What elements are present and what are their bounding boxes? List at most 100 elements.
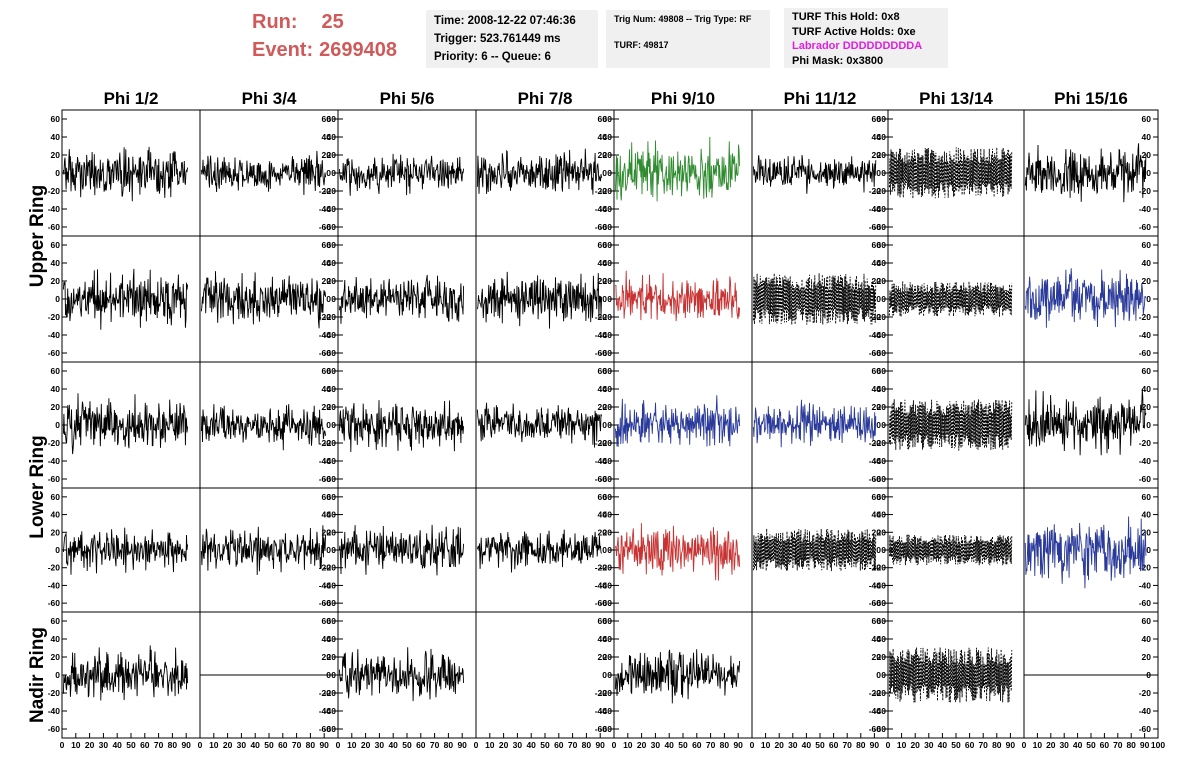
x-tick-label: 70	[430, 740, 440, 750]
y-tick-label: 40	[322, 634, 332, 644]
y-tick-label: 40	[327, 132, 337, 142]
y-tick-label: -60	[600, 598, 613, 608]
waveform-trace	[338, 153, 465, 196]
y-tick-label: 40	[877, 258, 887, 268]
y-tick-label: -20	[869, 186, 882, 196]
y-tick-label: -60	[1139, 474, 1152, 484]
waveform-trace	[200, 150, 327, 196]
waveform-trace	[888, 647, 1013, 703]
waveform-trace	[338, 524, 465, 576]
y-tick-label: 40	[322, 132, 332, 142]
y-tick-label: -40	[48, 330, 61, 340]
y-tick-label: -40	[319, 456, 332, 466]
y-tick-label: 40	[51, 634, 61, 644]
y-tick-label: -60	[595, 598, 608, 608]
y-tick-label: -20	[600, 312, 613, 322]
y-tick-label: -40	[1139, 706, 1152, 716]
y-tick-label: -20	[48, 563, 61, 573]
x-tick-label: 70	[706, 740, 716, 750]
y-tick-label: 60	[322, 114, 332, 124]
y-tick-label: 0	[55, 294, 60, 304]
turf-info-box: TURF This Hold: 0x8 TURF Active Holds: 0…	[784, 8, 948, 68]
x-tick-label: 30	[375, 740, 385, 750]
y-tick-label: -20	[324, 312, 337, 322]
y-tick-label: -40	[869, 706, 882, 716]
x-tick-label: 0	[474, 740, 479, 750]
y-tick-label: 60	[327, 366, 337, 376]
y-tick-label: 20	[51, 527, 61, 537]
y-tick-label: 40	[603, 258, 613, 268]
y-tick-label: -20	[595, 688, 608, 698]
y-tick-label: 60	[327, 114, 337, 124]
y-tick-label: 0	[876, 545, 881, 555]
y-tick-label: 60	[51, 492, 61, 502]
y-tick-label: 20	[1142, 276, 1152, 286]
y-tick-label: -20	[48, 688, 61, 698]
y-tick-label: 60	[327, 492, 337, 502]
x-tick-label: 0	[198, 740, 203, 750]
ring-label: Upper Ring	[27, 185, 48, 287]
y-tick-label: 40	[872, 634, 882, 644]
x-tick-label: 20	[499, 740, 509, 750]
waveform-trace	[62, 645, 189, 701]
y-tick-label: 60	[872, 492, 882, 502]
y-tick-label: 20	[603, 652, 613, 662]
x-tick-label: 90	[870, 740, 880, 750]
y-tick-label: 40	[327, 634, 337, 644]
turf-hold-text: TURF This Hold: 0x8	[792, 11, 900, 23]
y-tick-label: 0	[1146, 168, 1151, 178]
y-tick-label: 40	[603, 132, 613, 142]
y-tick-label: 60	[598, 114, 608, 124]
y-tick-label: -20	[874, 186, 887, 196]
y-tick-label: 40	[51, 258, 61, 268]
y-tick-label: -60	[874, 724, 887, 734]
y-tick-label: -60	[595, 724, 608, 734]
x-tick-label: 70	[292, 740, 302, 750]
x-tick-label: 40	[388, 740, 398, 750]
y-tick-label: 0	[876, 670, 881, 680]
waveform-trace	[888, 147, 1013, 199]
x-tick-label: 80	[168, 740, 178, 750]
x-tick-label: 80	[582, 740, 592, 750]
y-tick-label: -40	[319, 204, 332, 214]
x-tick-label: 0	[612, 740, 617, 750]
x-tick-label: 30	[788, 740, 798, 750]
y-tick-label: -60	[874, 222, 887, 232]
y-tick-label: 60	[603, 616, 613, 626]
y-tick-label: -40	[869, 330, 882, 340]
x-tick-label: 20	[637, 740, 647, 750]
y-tick-label: 60	[1142, 616, 1152, 626]
y-tick-label: -60	[319, 598, 332, 608]
y-tick-label: 20	[872, 652, 882, 662]
y-tick-label: 60	[877, 366, 887, 376]
x-tick-label: 70	[842, 740, 852, 750]
x-tick-label: 40	[112, 740, 122, 750]
y-tick-label: -20	[600, 688, 613, 698]
y-tick-label: 0	[876, 168, 881, 178]
phi-column-label: Phi 3/4	[242, 89, 297, 108]
y-tick-label: -60	[600, 222, 613, 232]
event-value: 2699408	[319, 39, 397, 61]
y-tick-label: 0	[326, 420, 331, 430]
y-tick-label: -20	[595, 312, 608, 322]
x-tick-label: 60	[140, 740, 150, 750]
x-tick-label: 80	[444, 740, 454, 750]
y-tick-label: 60	[598, 616, 608, 626]
y-tick-label: -20	[1139, 688, 1152, 698]
y-tick-label: -60	[324, 348, 337, 358]
y-tick-label: 0	[876, 420, 881, 430]
y-tick-label: 60	[598, 240, 608, 250]
y-tick-label: 40	[877, 634, 887, 644]
y-tick-label: 0	[55, 420, 60, 430]
x-tick-label: 10	[347, 740, 357, 750]
y-tick-label: 40	[877, 510, 887, 520]
time-info-box: Time: 2008-12-22 07:46:36 Trigger: 523.7…	[426, 10, 598, 68]
ring-label: Lower Ring	[27, 435, 48, 538]
y-tick-label: -20	[319, 438, 332, 448]
y-tick-label: -60	[874, 348, 887, 358]
y-tick-label: -60	[874, 598, 887, 608]
x-tick-label: 90	[181, 740, 191, 750]
y-tick-label: -60	[595, 348, 608, 358]
phi-column-label: Phi 13/14	[919, 89, 993, 108]
